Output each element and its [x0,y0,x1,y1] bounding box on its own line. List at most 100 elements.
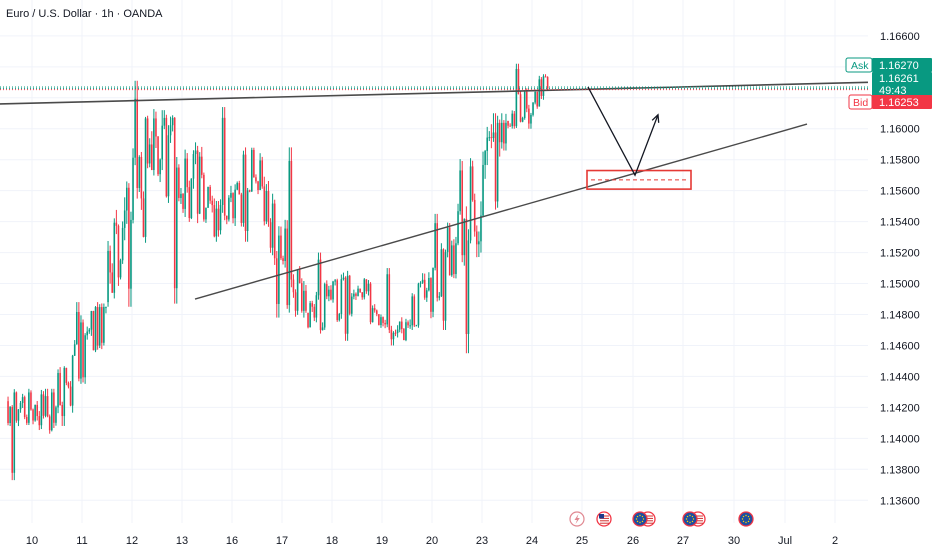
candle [163,110,166,130]
lower-trendline [194,123,808,300]
candle [275,250,278,318]
candle [528,104,530,129]
candle [186,153,189,193]
candle [238,180,241,195]
candle [448,223,451,276]
candle [492,113,495,142]
time-axis[interactable]: 10 11 12 13 16 17 18 19 20 23 24 25 26 27 30 Jul 2 [26,535,838,547]
candle [338,312,341,322]
x-tick-label: 26 [627,535,639,547]
lightning-icon[interactable] [569,511,585,527]
candle [303,281,305,318]
candle [325,280,328,300]
eu-us-flags-icon[interactable] [632,511,656,527]
candle [38,411,41,431]
projection-path[interactable] [587,86,659,177]
candle [92,310,95,351]
candle [309,300,311,328]
candle [194,142,197,165]
candle [73,340,76,356]
chart-title: Euro / U.S. Dollar · 1h · OANDA [6,8,163,20]
candle [244,147,247,242]
candle [521,116,524,123]
y-tick-label: 1.16000 [880,124,920,136]
candle [246,187,249,242]
candle [25,414,28,425]
candle [400,317,403,334]
time-axis-panel[interactable] [0,523,868,550]
candle [65,367,68,386]
us-flag-icon[interactable] [596,511,612,527]
candle [490,124,493,149]
candle [155,111,157,149]
candle [198,152,201,215]
candle [307,312,309,329]
candle [415,324,418,327]
candle [430,277,432,319]
candle [432,267,434,318]
candle [15,391,18,423]
candle [380,314,382,328]
eu-flag-icon[interactable] [738,511,754,527]
candle [425,287,428,302]
grid [0,0,868,523]
candle [50,388,53,432]
candle [396,325,399,338]
candle [219,199,222,235]
candle [357,285,359,297]
candle [394,329,397,337]
eu-us-flags-icon[interactable] [682,511,706,527]
x-tick-label: Jul [778,535,792,547]
candle [134,80,136,166]
candle [286,220,289,309]
candle [305,284,307,313]
candle [180,188,182,204]
candle [288,147,291,313]
candle [9,405,11,427]
candle [67,381,70,389]
candle [350,293,353,317]
candle [203,172,205,222]
candle [136,80,139,199]
candle [96,302,99,350]
candle [323,282,326,330]
candle [113,218,116,299]
candle [192,150,195,189]
candle [321,322,324,331]
candle [196,145,199,224]
candle [403,327,405,341]
y-tick-label: 1.15800 [880,155,920,167]
x-tick-label: 19 [376,535,388,547]
candle [53,388,55,429]
candles [7,63,549,481]
candle [75,302,78,345]
candle [250,147,253,192]
candle [259,153,261,191]
event-icons[interactable] [569,511,754,527]
candle [428,272,430,292]
y-tick-label: 1.15600 [880,186,920,198]
candle [128,183,130,307]
candle [496,115,499,208]
candle [480,201,482,253]
candle [505,113,507,151]
candle [171,115,174,132]
candle [419,281,422,288]
candle [280,226,282,261]
candle [375,309,378,317]
candle [153,109,155,176]
candle [159,158,161,183]
y-tick-label: 1.15000 [880,279,920,291]
candle [332,280,334,303]
candle [290,147,293,288]
candle [500,113,503,149]
candle [103,303,105,346]
candle [523,90,526,120]
candle [465,206,468,354]
drawings[interactable] [0,81,869,300]
candle [232,192,234,224]
candle [28,388,30,426]
target-zone-box[interactable] [586,169,692,190]
candle [294,289,297,317]
